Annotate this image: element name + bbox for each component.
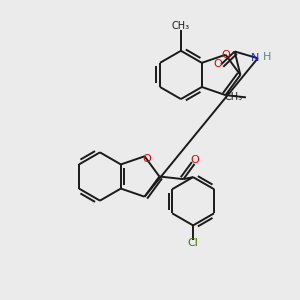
Text: N: N (251, 52, 260, 63)
Text: Cl: Cl (188, 238, 199, 248)
Text: O: O (221, 50, 230, 60)
Text: O: O (214, 59, 223, 70)
Text: O: O (190, 155, 199, 165)
Text: O: O (142, 154, 151, 164)
Text: CH₃: CH₃ (172, 21, 190, 32)
Text: CH₃: CH₃ (225, 92, 243, 102)
Text: H: H (262, 52, 271, 62)
